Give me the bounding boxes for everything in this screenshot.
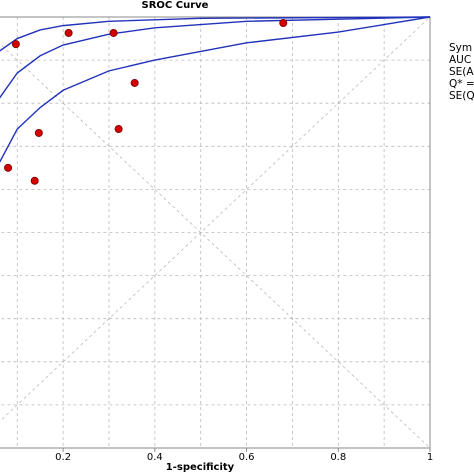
study-point: [130, 78, 139, 87]
study-point: [4, 163, 13, 172]
x-axis-label: 1-specificity: [166, 462, 235, 473]
study-point: [30, 176, 39, 185]
study-point: [279, 19, 288, 28]
legend-text: AUC: [449, 54, 471, 66]
x-tick-label: 1: [427, 452, 433, 463]
x-tick-label: 0.8: [330, 452, 346, 463]
chart-title: SROC Curve: [142, 0, 209, 11]
study-point: [64, 28, 73, 37]
sroc-curve: [0, 16, 431, 99]
study-point: [11, 40, 20, 49]
study-point: [34, 128, 43, 137]
x-tick-label: 0.4: [147, 452, 163, 463]
study-point: [109, 28, 118, 37]
sroc-curve: [0, 16, 431, 52]
legend-text: SE(Q: [449, 90, 474, 102]
legend-text: SE(A: [449, 66, 474, 78]
diagonal: [0, 16, 431, 422]
x-tick-label: 0.6: [239, 452, 255, 463]
legend-text: Sym: [449, 42, 472, 54]
plot-frame: [0, 16, 431, 449]
diagonal: [0, 43, 431, 449]
study-point: [114, 125, 123, 134]
legend-text: Q* =: [449, 78, 474, 90]
sroc-curve: [0, 16, 431, 164]
x-tick-label: 0.2: [55, 452, 71, 463]
